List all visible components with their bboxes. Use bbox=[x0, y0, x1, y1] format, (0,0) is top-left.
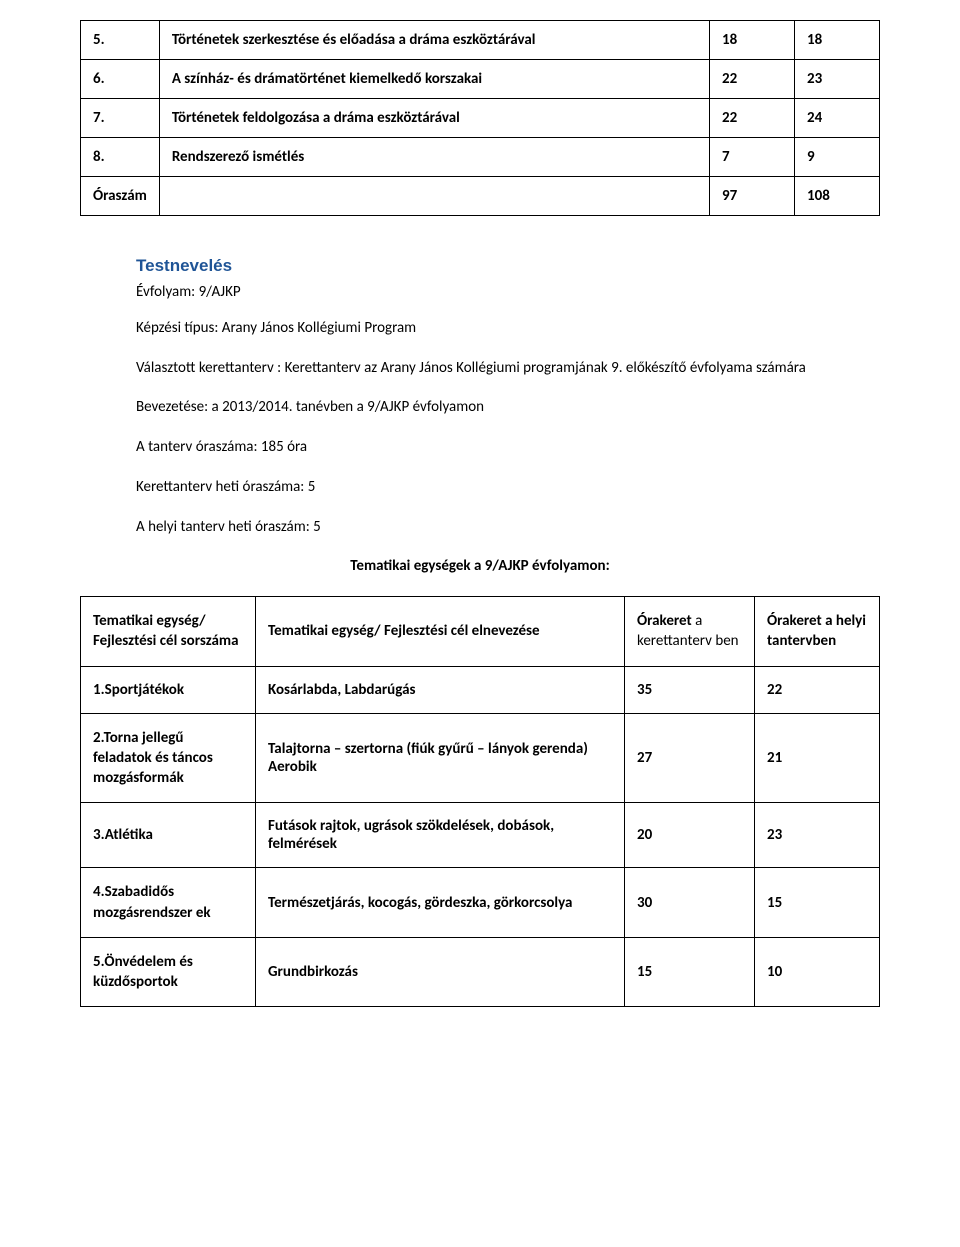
row-v1: 7 bbox=[710, 138, 795, 177]
row-total-v2: 108 bbox=[795, 177, 880, 216]
row-name: Történetek feldolgozása a dráma eszköztá… bbox=[159, 99, 709, 138]
table-row: 7. Történetek feldolgozása a dráma eszkö… bbox=[81, 99, 880, 138]
local-weekly: A helyi tanterv heti óraszám: 5 bbox=[136, 517, 880, 539]
row-v2: 24 bbox=[795, 99, 880, 138]
row-c3: 35 bbox=[625, 666, 755, 713]
table-header-row: Tematikai egység/ Fejlesztési cél sorszá… bbox=[81, 597, 880, 667]
table-row: 2.Torna jellegű feladatok és táncos mozg… bbox=[81, 713, 880, 803]
table-row: 5. Történetek szerkesztése és előadása a… bbox=[81, 21, 880, 60]
row-c3: 15 bbox=[625, 937, 755, 1007]
subject-title: Testnevelés bbox=[136, 256, 880, 276]
row-c2: Kosárlabda, Labdarúgás bbox=[256, 666, 625, 713]
row-c4: 21 bbox=[755, 713, 880, 803]
row-c1: 1.Sportjátékok bbox=[81, 666, 256, 713]
row-c4: 10 bbox=[755, 937, 880, 1007]
table-row: 8. Rendszerező ismétlés 7 9 bbox=[81, 138, 880, 177]
training-type: Képzési típus: Arany János Kollégiumi Pr… bbox=[136, 318, 880, 340]
bottom-table: Tematikai egység/ Fejlesztési cél sorszá… bbox=[80, 596, 880, 1007]
top-table: 5. Történetek szerkesztése és előadása a… bbox=[80, 20, 880, 216]
header-c4: Órakeret a helyi tantervben bbox=[755, 597, 880, 667]
row-c1: 3.Atlétika bbox=[81, 803, 256, 868]
row-num: 8. bbox=[81, 138, 160, 177]
frame-weekly: Kerettanterv heti óraszáma: 5 bbox=[136, 477, 880, 499]
table-row-total: Óraszám 97 108 bbox=[81, 177, 880, 216]
page: 5. Történetek szerkesztése és előadása a… bbox=[0, 0, 960, 1037]
row-c4: 22 bbox=[755, 666, 880, 713]
row-name: Történetek szerkesztése és előadása a dr… bbox=[159, 21, 709, 60]
table-row: 3.Atlétika Futások rajtok, ugrások szökd… bbox=[81, 803, 880, 868]
row-v1: 18 bbox=[710, 21, 795, 60]
table-row: 6. A színház- és drámatörténet kiemelked… bbox=[81, 60, 880, 99]
row-total-empty bbox=[159, 177, 709, 216]
row-c4: 15 bbox=[755, 868, 880, 938]
table-row: 5.Önvédelem és küzdősportok Grundbirkozá… bbox=[81, 937, 880, 1007]
row-num: 7. bbox=[81, 99, 160, 138]
row-total-v1: 97 bbox=[710, 177, 795, 216]
row-c2: Futások rajtok, ugrások szökdelések, dob… bbox=[256, 803, 625, 868]
row-c3: 30 bbox=[625, 868, 755, 938]
row-num: 6. bbox=[81, 60, 160, 99]
row-name: A színház- és drámatörténet kiemelkedő k… bbox=[159, 60, 709, 99]
intro-year: Bevezetése: a 2013/2014. tanévben a 9/AJ… bbox=[136, 397, 880, 419]
row-c2: Talajtorna – szertorna (fiúk gyűrű – lán… bbox=[256, 713, 625, 803]
row-name: Rendszerező ismétlés bbox=[159, 138, 709, 177]
row-c1: 5.Önvédelem és küzdősportok bbox=[81, 937, 256, 1007]
row-c1: 2.Torna jellegű feladatok és táncos mozg… bbox=[81, 713, 256, 803]
row-v1: 22 bbox=[710, 60, 795, 99]
header-c2: Tematikai egység/ Fejlesztési cél elneve… bbox=[256, 597, 625, 667]
table-row: 4.Szabadidős mozgásrendszer ek Természet… bbox=[81, 868, 880, 938]
header-c3-bold: Órakeret bbox=[637, 612, 692, 630]
row-c3: 27 bbox=[625, 713, 755, 803]
row-num: 5. bbox=[81, 21, 160, 60]
row-v1: 22 bbox=[710, 99, 795, 138]
row-v2: 18 bbox=[795, 21, 880, 60]
header-c1: Tematikai egység/ Fejlesztési cél sorszá… bbox=[81, 597, 256, 667]
row-c3: 20 bbox=[625, 803, 755, 868]
hours-total: A tanterv óraszáma: 185 óra bbox=[136, 437, 880, 459]
row-c2: Természetjárás, kocogás, gördeszka, görk… bbox=[256, 868, 625, 938]
row-total-label: Óraszám bbox=[81, 177, 160, 216]
row-c1: 4.Szabadidős mozgásrendszer ek bbox=[81, 868, 256, 938]
grade-line: Évfolyam: 9/AJKP bbox=[136, 282, 880, 304]
row-v2: 23 bbox=[795, 60, 880, 99]
row-c4: 23 bbox=[755, 803, 880, 868]
header-c3: Órakeret a kerettanterv ben bbox=[625, 597, 755, 667]
row-v2: 9 bbox=[795, 138, 880, 177]
curriculum: Választott kerettanterv : Kerettanterv a… bbox=[136, 358, 880, 380]
table-row: 1.Sportjátékok Kosárlabda, Labdarúgás 35… bbox=[81, 666, 880, 713]
row-c2: Grundbirkozás bbox=[256, 937, 625, 1007]
units-heading: Tematikai egységek a 9/AJKP évfolyamon: bbox=[80, 556, 880, 578]
